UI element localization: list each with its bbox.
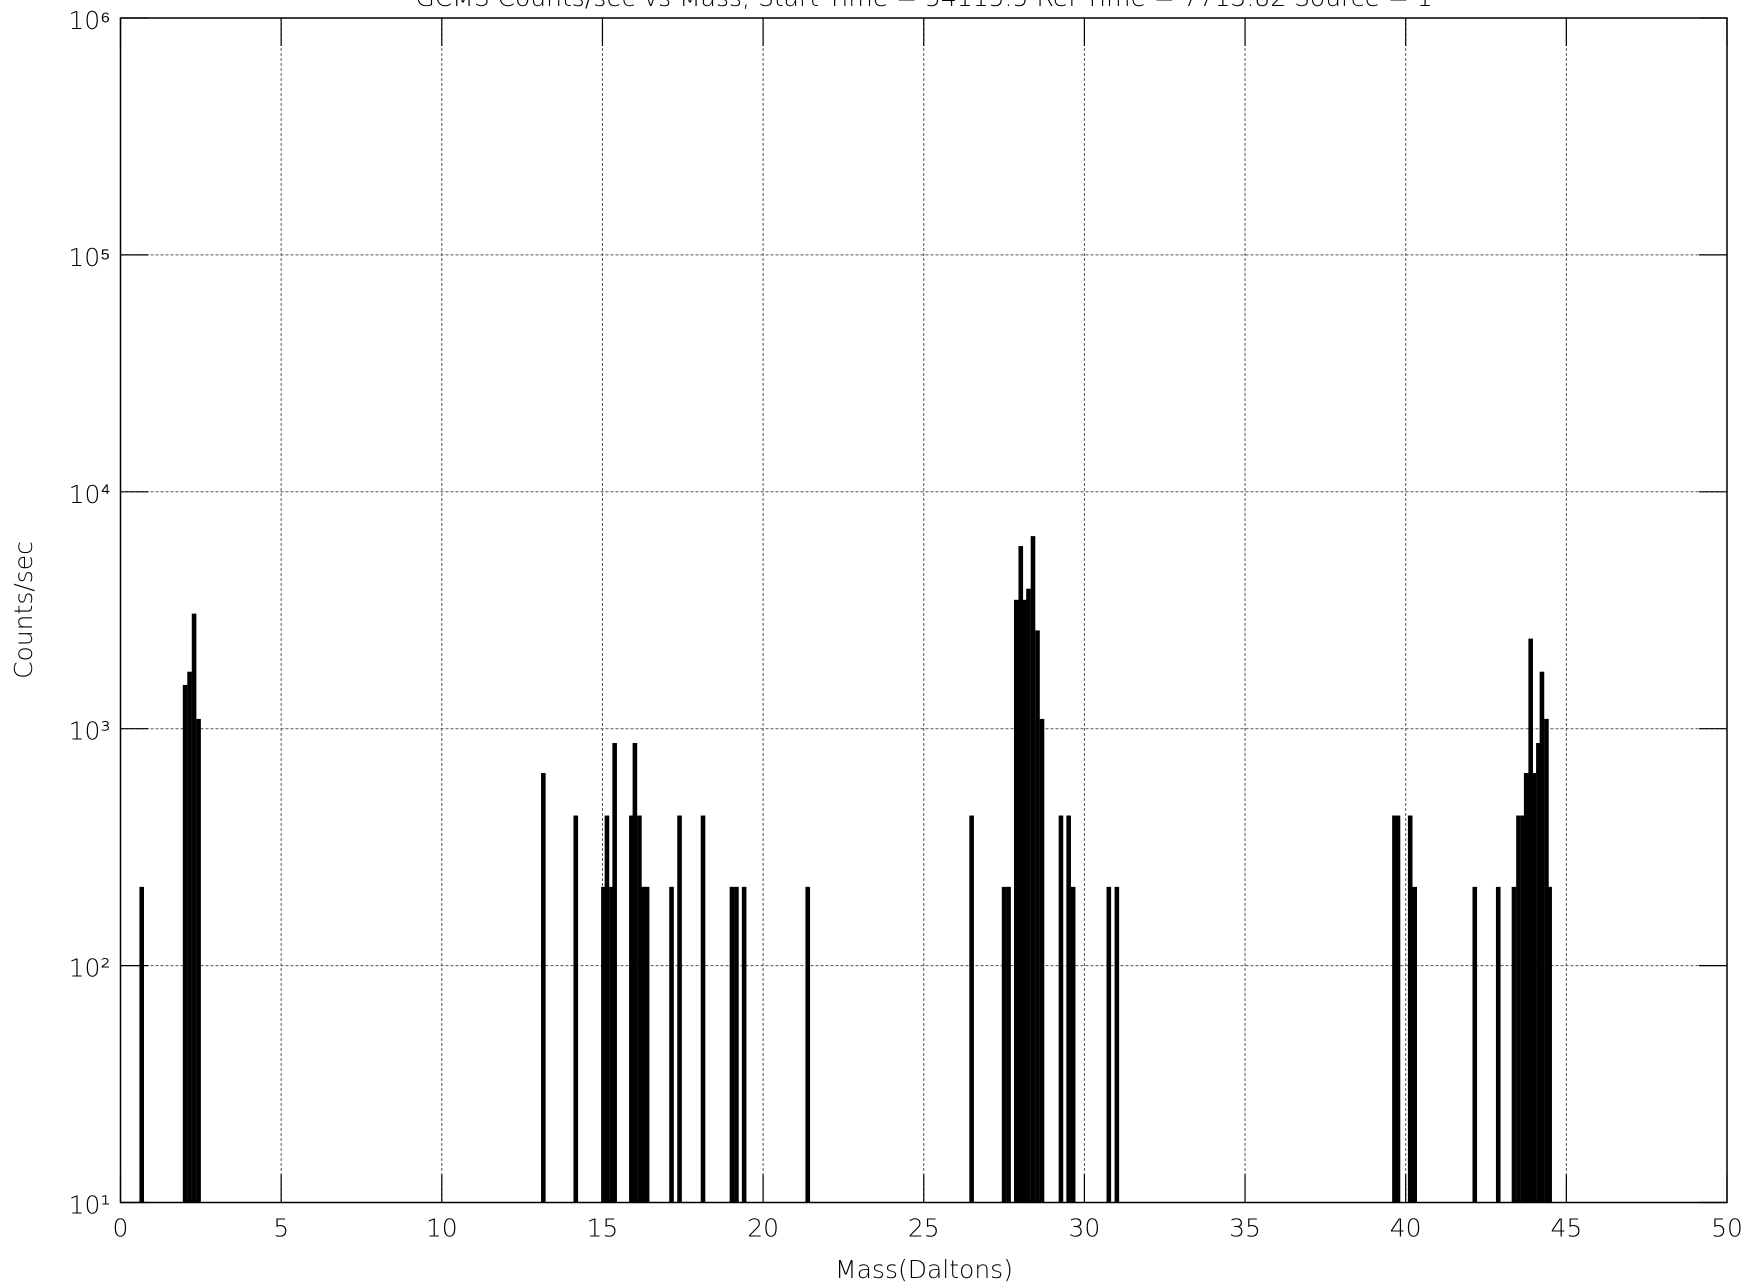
bar [669, 886, 674, 1203]
bar [644, 886, 650, 1203]
x-tick-label: 35 [1229, 1214, 1261, 1243]
x-tick-label: 40 [1390, 1214, 1422, 1243]
bar [604, 815, 610, 1203]
x-tick-label: 15 [587, 1214, 619, 1243]
bar [641, 886, 646, 1203]
bar [1058, 815, 1064, 1203]
bar [1395, 815, 1401, 1203]
x-tick-label: 10 [426, 1214, 458, 1243]
bar [1392, 815, 1397, 1203]
bar [609, 886, 614, 1203]
bar [1106, 886, 1112, 1203]
bar [1536, 743, 1541, 1203]
bar [637, 815, 642, 1203]
bar [1013, 599, 1019, 1203]
bar [1039, 718, 1045, 1203]
bar [1066, 815, 1071, 1203]
plot-frame [119, 17, 1728, 1204]
y-tick-label: 10⁶ [68, 6, 110, 35]
bar [632, 743, 638, 1203]
x-tick-label: 5 [273, 1214, 289, 1243]
bar [1495, 886, 1501, 1203]
bar [541, 773, 546, 1203]
bar [1018, 546, 1024, 1203]
bar [1001, 886, 1007, 1203]
bar [1516, 815, 1521, 1203]
bar [1006, 886, 1011, 1203]
bar [1539, 671, 1545, 1203]
y-tick-label: 10⁵ [68, 243, 110, 272]
chart-title: GCMS Counts/sec vs Mass, Start Time = 54… [415, 0, 1432, 12]
x-tick-label: 25 [908, 1214, 940, 1243]
x-tick-label: 50 [1711, 1214, 1743, 1243]
bar [196, 718, 201, 1203]
y-tick-label: 10⁴ [69, 480, 111, 509]
bar [734, 886, 739, 1203]
bar [191, 613, 197, 1203]
bar [1520, 815, 1526, 1203]
x-tick-label: 0 [113, 1214, 129, 1243]
bar [1407, 815, 1413, 1203]
bar [187, 671, 192, 1203]
x-tick-label: 20 [747, 1214, 779, 1243]
bar [1472, 886, 1478, 1203]
bar [1547, 886, 1552, 1203]
x-tick-label: 30 [1068, 1214, 1100, 1243]
bar [1114, 886, 1120, 1203]
bar [1523, 773, 1529, 1203]
bar [1022, 599, 1028, 1203]
bar [612, 743, 617, 1203]
y-tick-label: 10¹ [69, 1191, 111, 1220]
bar [741, 886, 747, 1203]
y-tick-label: 10² [69, 954, 111, 983]
bar [729, 886, 735, 1203]
bar [700, 815, 706, 1203]
x-axis-label: Mass(Daltons) [835, 1255, 1013, 1284]
bar [1035, 630, 1040, 1203]
bar [1544, 718, 1549, 1203]
bar [629, 815, 634, 1203]
bar [1511, 886, 1517, 1203]
bar [677, 815, 682, 1203]
bar [1030, 536, 1036, 1203]
bar [1026, 588, 1031, 1203]
bar [1070, 886, 1076, 1203]
bar [805, 886, 811, 1203]
bar [573, 815, 579, 1203]
bar [601, 886, 606, 1203]
bar [182, 684, 188, 1203]
y-tick-label: 10³ [69, 717, 111, 746]
bar [1528, 638, 1533, 1203]
y-axis-label: Counts/sec [9, 541, 38, 679]
bar [969, 815, 974, 1203]
x-tick-label: 45 [1550, 1214, 1582, 1243]
bar [139, 886, 145, 1203]
bar [1412, 886, 1417, 1203]
bar [1531, 773, 1537, 1203]
